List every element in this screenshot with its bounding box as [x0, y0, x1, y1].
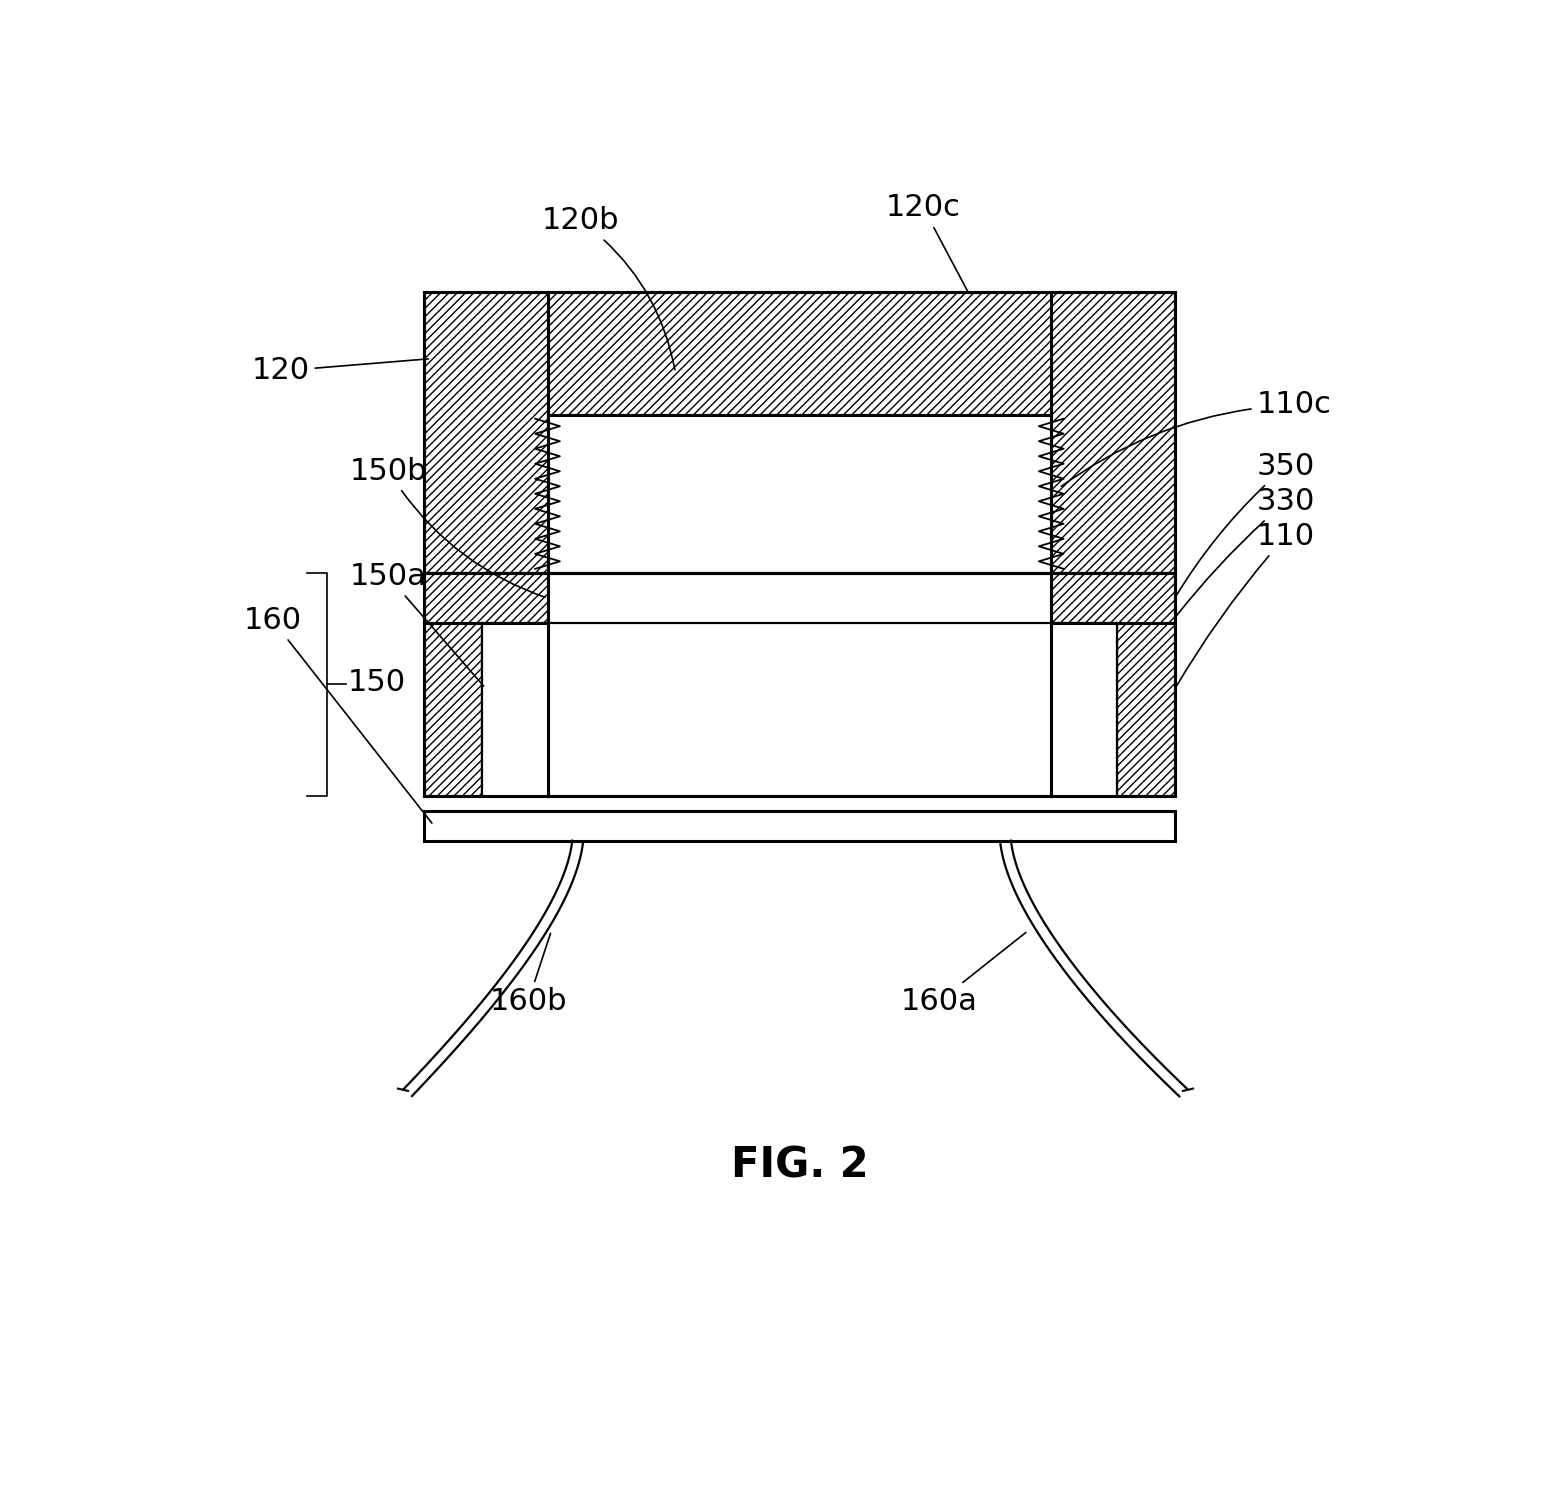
Text: 350: 350 — [1177, 452, 1314, 596]
Bar — [1051, 291, 1175, 573]
Text: 150a: 150a — [349, 562, 483, 686]
Bar — [1051, 573, 1175, 796]
Bar — [1051, 622, 1118, 797]
Text: 150: 150 — [348, 669, 405, 698]
Bar — [424, 291, 547, 573]
Bar — [424, 573, 1175, 796]
Bar — [547, 291, 1051, 416]
Text: 160b: 160b — [490, 933, 567, 1016]
Bar — [547, 416, 1051, 573]
Bar — [547, 291, 1051, 416]
Bar — [482, 622, 547, 797]
Text: FIG. 2: FIG. 2 — [731, 1144, 868, 1186]
Bar — [424, 573, 547, 796]
Bar — [1051, 573, 1175, 796]
Bar — [482, 622, 1118, 797]
Bar — [547, 573, 1051, 622]
Text: 120: 120 — [251, 357, 429, 386]
Text: 110: 110 — [1177, 522, 1314, 686]
Text: 330: 330 — [1177, 488, 1314, 615]
Bar — [1051, 291, 1175, 573]
Text: 160a: 160a — [901, 933, 1026, 1016]
Bar — [424, 291, 547, 573]
Text: 110c: 110c — [1062, 390, 1331, 486]
Text: 150b: 150b — [349, 456, 546, 597]
Bar — [424, 573, 547, 796]
Bar — [424, 812, 1175, 840]
Text: 120c: 120c — [886, 194, 968, 292]
Text: 160: 160 — [243, 606, 432, 824]
Bar — [482, 622, 547, 797]
Text: 120b: 120b — [543, 207, 675, 370]
Bar — [1051, 622, 1118, 797]
Bar — [424, 291, 1175, 573]
